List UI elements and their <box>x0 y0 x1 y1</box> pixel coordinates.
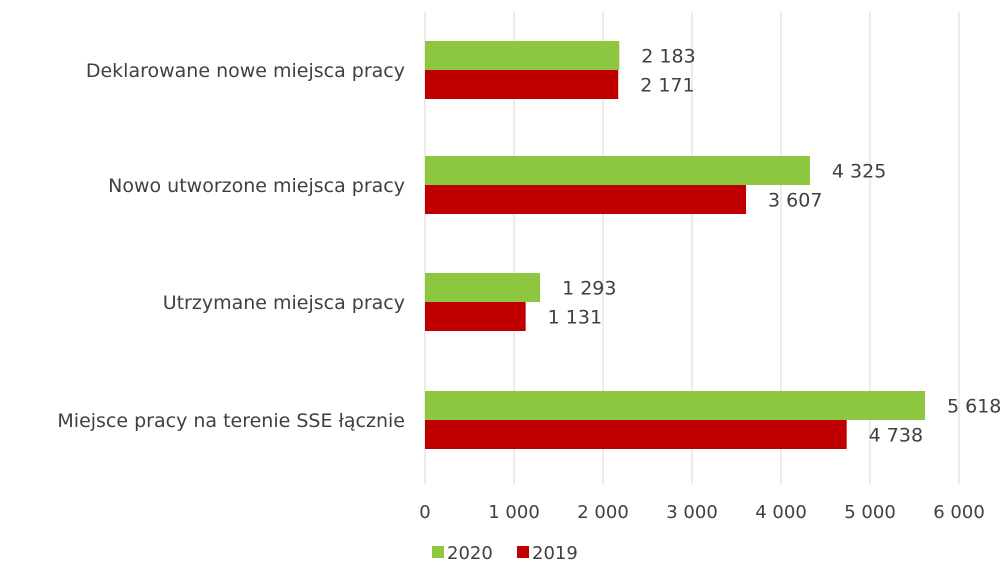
bar-2019 <box>425 302 526 331</box>
bar-2020 <box>425 41 620 70</box>
data-label: 3 607 <box>768 190 822 212</box>
data-label: 2 183 <box>641 46 695 68</box>
category-label: Nowo utworzone miejsca pracy <box>108 175 405 197</box>
legend-label: 2019 <box>532 543 578 564</box>
x-tick-label: 5 000 <box>844 502 896 523</box>
x-tick-label: 6 000 <box>933 502 985 523</box>
category-label: Miejsce pracy na terenie SSE łącznie <box>57 410 405 432</box>
data-labels-group: 2 183 2 171 4 325 3 607 1 293 1 131 5 618 4 738 <box>548 46 1000 447</box>
bar-2020 <box>425 391 926 420</box>
bar-2019 <box>425 70 619 99</box>
bar-2019 <box>425 185 747 214</box>
data-label: 2 171 <box>640 75 694 97</box>
x-tick-label: 0 <box>419 502 430 523</box>
bar-2019 <box>425 420 847 449</box>
data-label: 1 293 <box>562 278 616 300</box>
legend-swatch <box>517 546 529 558</box>
bar-2020 <box>425 273 541 302</box>
x-tick-label: 2 000 <box>577 502 629 523</box>
data-label: 4 325 <box>832 161 886 183</box>
x-tick-label: 1 000 <box>488 502 540 523</box>
legend: 2020 2019 <box>432 543 578 564</box>
category-labels-group: Deklarowane nowe miejsca pracy Nowo utwor… <box>57 60 405 432</box>
category-label: Deklarowane nowe miejsca pracy <box>86 60 405 82</box>
bar-2020 <box>425 156 810 185</box>
data-label: 1 131 <box>548 307 602 329</box>
x-tick-label: 3 000 <box>666 502 718 523</box>
bars-group <box>425 41 926 449</box>
legend-label: 2020 <box>447 543 493 564</box>
data-label: 5 618 <box>947 396 1000 418</box>
data-label: 4 738 <box>869 425 923 447</box>
x-tick-label: 4 000 <box>755 502 807 523</box>
legend-swatch <box>432 546 444 558</box>
category-label: Utrzymane miejsca pracy <box>163 292 405 314</box>
x-tick-labels-group: 0 1 000 2 000 3 000 4 000 5 000 6 000 <box>419 502 984 523</box>
